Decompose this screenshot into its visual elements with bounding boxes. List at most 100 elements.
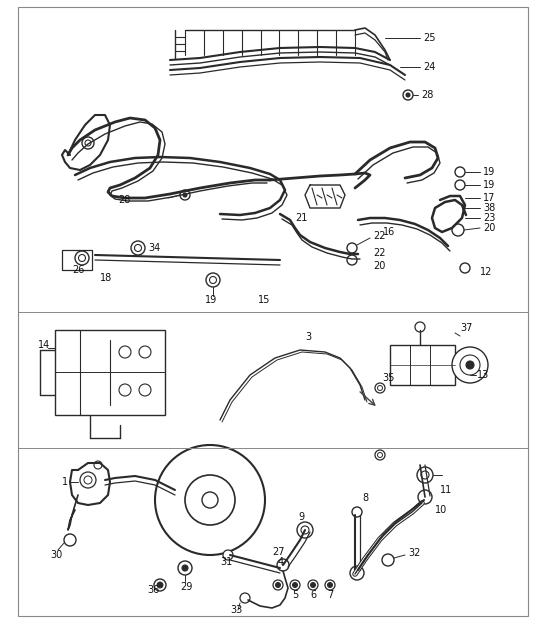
Text: 1: 1 xyxy=(62,477,68,487)
Text: 6: 6 xyxy=(310,590,316,600)
Circle shape xyxy=(455,180,465,190)
Text: 16: 16 xyxy=(383,227,395,237)
Text: 28: 28 xyxy=(118,195,130,205)
Circle shape xyxy=(417,467,433,483)
Bar xyxy=(390,345,455,385)
Circle shape xyxy=(119,384,131,396)
Circle shape xyxy=(350,566,364,580)
Circle shape xyxy=(352,507,362,517)
Circle shape xyxy=(273,580,283,590)
Text: 8: 8 xyxy=(362,493,368,503)
Text: 26: 26 xyxy=(72,265,84,275)
Text: 10: 10 xyxy=(435,505,447,515)
Text: 19: 19 xyxy=(483,167,495,177)
Circle shape xyxy=(119,346,131,358)
Circle shape xyxy=(182,565,188,571)
Circle shape xyxy=(460,263,470,273)
Text: 33: 33 xyxy=(230,605,242,615)
Circle shape xyxy=(301,526,309,534)
Text: 7: 7 xyxy=(327,590,333,600)
Text: 28: 28 xyxy=(421,90,433,100)
Circle shape xyxy=(84,476,92,484)
Circle shape xyxy=(139,384,151,396)
Circle shape xyxy=(375,450,385,460)
Text: 36: 36 xyxy=(147,585,159,595)
Text: 14: 14 xyxy=(38,340,50,350)
Circle shape xyxy=(78,254,86,261)
Text: 4: 4 xyxy=(278,557,284,567)
Text: 3: 3 xyxy=(305,332,311,342)
Text: 34: 34 xyxy=(148,243,160,253)
Text: 13: 13 xyxy=(477,370,489,380)
Circle shape xyxy=(375,383,385,393)
Text: 37: 37 xyxy=(460,323,473,333)
Text: 11: 11 xyxy=(440,485,452,495)
Text: 9: 9 xyxy=(298,512,304,522)
Circle shape xyxy=(183,193,187,197)
Circle shape xyxy=(293,583,298,588)
Circle shape xyxy=(180,190,190,200)
Circle shape xyxy=(82,137,94,149)
Circle shape xyxy=(311,583,316,588)
Text: 12: 12 xyxy=(480,267,492,277)
Circle shape xyxy=(378,386,383,391)
Circle shape xyxy=(308,580,318,590)
Circle shape xyxy=(85,140,91,146)
Circle shape xyxy=(277,559,289,571)
Circle shape xyxy=(352,568,362,578)
Circle shape xyxy=(325,580,335,590)
Circle shape xyxy=(157,582,163,588)
Circle shape xyxy=(185,475,235,525)
Text: 27: 27 xyxy=(272,547,284,557)
Circle shape xyxy=(290,580,300,590)
Circle shape xyxy=(406,93,410,97)
Circle shape xyxy=(155,445,265,555)
Circle shape xyxy=(378,453,383,458)
Circle shape xyxy=(154,579,166,591)
Text: 35: 35 xyxy=(382,373,395,383)
Circle shape xyxy=(276,583,281,588)
Text: 32: 32 xyxy=(408,548,420,558)
Text: 31: 31 xyxy=(220,557,232,567)
Text: 29: 29 xyxy=(180,582,192,592)
Text: 17: 17 xyxy=(483,193,495,203)
Text: 20: 20 xyxy=(373,261,385,271)
Text: 21: 21 xyxy=(295,213,307,223)
Circle shape xyxy=(328,583,332,588)
Circle shape xyxy=(347,243,357,253)
Circle shape xyxy=(415,322,425,332)
Circle shape xyxy=(418,490,432,504)
Circle shape xyxy=(75,251,89,265)
Circle shape xyxy=(80,472,96,488)
Circle shape xyxy=(347,255,357,265)
Text: 38: 38 xyxy=(483,203,495,213)
Circle shape xyxy=(466,361,474,369)
Bar xyxy=(55,330,165,415)
Text: 15: 15 xyxy=(258,295,270,305)
Circle shape xyxy=(240,593,250,603)
Circle shape xyxy=(206,273,220,287)
Text: 24: 24 xyxy=(423,62,435,72)
Circle shape xyxy=(452,347,488,383)
Circle shape xyxy=(64,534,76,546)
Text: 22: 22 xyxy=(373,248,385,258)
Text: 23: 23 xyxy=(483,213,495,223)
Bar xyxy=(62,250,92,270)
Circle shape xyxy=(223,550,233,560)
Circle shape xyxy=(421,471,429,479)
Circle shape xyxy=(178,561,192,575)
Circle shape xyxy=(139,346,151,358)
Text: 20: 20 xyxy=(483,223,495,233)
Text: 5: 5 xyxy=(292,590,298,600)
Text: 25: 25 xyxy=(423,33,435,43)
Text: 18: 18 xyxy=(100,273,112,283)
Circle shape xyxy=(403,90,413,100)
Text: 19: 19 xyxy=(483,180,495,190)
Text: 30: 30 xyxy=(50,550,62,560)
Circle shape xyxy=(460,355,480,375)
Text: 19: 19 xyxy=(205,295,217,305)
Circle shape xyxy=(455,167,465,177)
Circle shape xyxy=(135,244,142,251)
Circle shape xyxy=(382,554,394,566)
Circle shape xyxy=(131,241,145,255)
